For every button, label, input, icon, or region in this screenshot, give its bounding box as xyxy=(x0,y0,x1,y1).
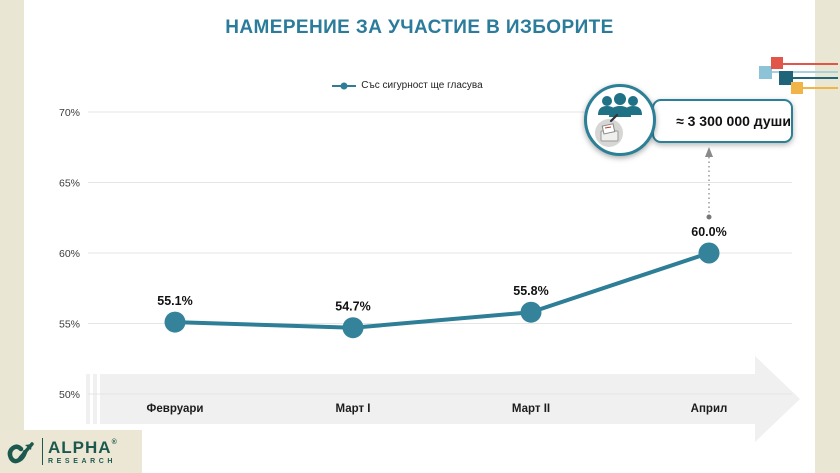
annotation-text: ≈ 3 300 000 души xyxy=(676,113,791,129)
data-label: 60.0% xyxy=(691,225,726,239)
voters-group-icon xyxy=(595,93,642,147)
data-point xyxy=(520,301,542,323)
x-axis-label: Март II xyxy=(512,403,550,415)
series-line xyxy=(173,251,711,330)
chart-legend[interactable]: Със сигурност ще гласува xyxy=(24,80,790,91)
alpha-glyph-icon xyxy=(7,441,34,463)
deco-line-red xyxy=(777,63,838,65)
data-label: 55.8% xyxy=(513,284,548,298)
x-axis-label: Февруари xyxy=(147,403,204,415)
y-axis-tick: 60% xyxy=(59,248,80,260)
timeline-arrow-tail xyxy=(93,374,97,424)
logo-name: ALPHA® xyxy=(48,437,118,457)
logo-subtitle: RESEARCH xyxy=(48,457,117,465)
deco-square-darkteal xyxy=(779,71,793,85)
data-point xyxy=(342,317,364,339)
data-point xyxy=(164,311,186,333)
deco-line-yellow xyxy=(797,87,838,89)
data-point xyxy=(698,242,720,264)
left-beige-strip xyxy=(0,0,24,473)
alpha-research-logo: ALPHA® RESEARCH xyxy=(0,430,142,473)
data-label: 55.1% xyxy=(157,294,192,308)
deco-line-darkteal xyxy=(786,77,838,79)
annotation-connector-arrowhead xyxy=(705,147,713,157)
x-axis-label: Март I xyxy=(335,403,370,415)
annotation-callout: ≈ 3 300 000 души xyxy=(652,99,793,143)
y-axis-tick: 50% xyxy=(59,389,80,401)
deco-square-yellow xyxy=(791,82,803,94)
page-title: НАМЕРЕНИЕ ЗА УЧАСТИЕ В ИЗБОРИТЕ xyxy=(225,17,614,38)
deco-line-lightblue xyxy=(765,71,838,73)
data-label: 54.7% xyxy=(335,300,370,314)
annotation-badge xyxy=(584,84,656,156)
x-axis-label: Април xyxy=(691,403,728,415)
deco-square-lightblue xyxy=(759,66,772,79)
legend-label: Със сигурност ще гласува xyxy=(361,80,483,91)
deco-square-red xyxy=(771,57,783,69)
y-axis-tick: 55% xyxy=(59,319,80,331)
legend-line-marker-icon xyxy=(332,82,357,89)
ballot-box-icon xyxy=(595,113,623,147)
timeline-arrow-tail xyxy=(86,374,90,424)
logo-divider xyxy=(42,438,43,465)
y-axis-tick: 70% xyxy=(59,107,80,119)
y-axis-tick: 65% xyxy=(59,178,80,190)
annotation-connector-dot xyxy=(706,214,712,220)
timeline-arrow xyxy=(100,356,800,442)
